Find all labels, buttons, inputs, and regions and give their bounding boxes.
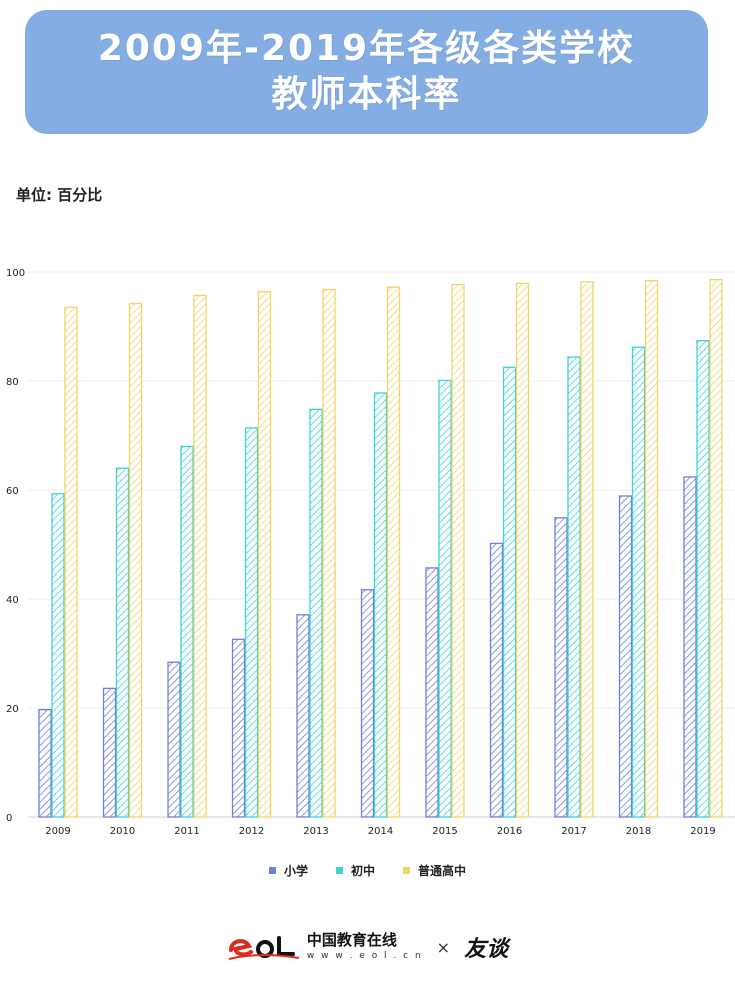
collab-times-sign: × <box>436 937 451 957</box>
bar-senior-2009 <box>64 306 78 818</box>
bar-junior-2010 <box>115 467 130 818</box>
legend-label-primary: 小学 <box>283 864 308 878</box>
y-axis-ticks: 0 20 40 60 80 100 <box>6 268 25 824</box>
bar-primary-2018 <box>618 495 633 818</box>
x-tick-label: 2019 <box>690 826 715 837</box>
bar-junior-2011 <box>180 445 194 818</box>
bar-primary-2017 <box>554 517 568 818</box>
x-tick-label: 2016 <box>497 826 522 837</box>
chart-title-line-1: 2009年-2019年各级各类学校 <box>97 28 636 69</box>
chart-title-line-2: 教师本科率 <box>271 74 462 115</box>
bar-junior-2015 <box>438 379 452 818</box>
bar-junior-2013 <box>309 408 323 818</box>
bar-senior-2017 <box>580 281 594 818</box>
y-tick-label: 100 <box>6 268 25 279</box>
bar-primary-2009 <box>38 708 52 818</box>
y-tick-label: 0 <box>6 813 12 824</box>
title-banner: 2009年-2019年各级各类学校 教师本科率 <box>25 10 708 134</box>
bar-junior-2014 <box>373 392 388 818</box>
bar-junior-2018 <box>631 346 646 818</box>
x-tick-label: 2011 <box>174 826 199 837</box>
bar-junior-2009 <box>51 493 65 818</box>
x-tick-label: 2015 <box>432 826 457 837</box>
partner-logo: 友谈 <box>464 937 509 962</box>
bar-chart: 0 20 40 60 80 100 2009 2010 2011 2012 2013 2014 201… <box>6 268 735 837</box>
legend: 小学 初中 普通高中 <box>0 862 735 879</box>
y-tick-label: 20 <box>6 704 19 715</box>
eol-logo-url: w w w . e o l . c n <box>306 951 423 961</box>
x-tick-label: 2014 <box>368 826 393 837</box>
bar-junior-2019 <box>696 340 710 818</box>
bar-primary-2016 <box>489 542 504 818</box>
bar-junior-2016 <box>502 366 517 818</box>
y-tick-label: 40 <box>6 595 19 606</box>
bar-primary-2019 <box>683 476 697 818</box>
x-tick-label: 2012 <box>239 826 264 837</box>
x-tick-label: 2018 <box>626 826 651 837</box>
x-axis-ticks: 2009 2010 2011 2012 2013 2014 2015 2016 2017 2018… <box>45 826 715 837</box>
legend-item-senior: 普通高中 <box>403 862 466 879</box>
legend-item-junior: 初中 <box>335 862 375 879</box>
bar-senior-2016 <box>515 282 530 818</box>
bar-senior-2018 <box>644 280 659 818</box>
unit-label: 单位: 百分比 <box>16 186 103 204</box>
bar-junior-2017 <box>567 356 581 818</box>
legend-label-senior: 普通高中 <box>418 864 467 878</box>
bar-senior-2012 <box>257 290 272 818</box>
bar-senior-2013 <box>322 288 336 818</box>
legend-swatch-junior <box>335 867 343 874</box>
x-tick-label: 2013 <box>303 826 328 837</box>
footer: 中国教育在线 w w w . e o l . c n × 友谈 <box>0 925 735 969</box>
bar-primary-2013 <box>296 614 310 818</box>
bar-senior-2015 <box>451 283 465 818</box>
bar-primary-2014 <box>360 589 375 818</box>
legend-swatch-primary <box>268 867 276 874</box>
y-tick-label: 80 <box>6 377 19 388</box>
legend-item-primary: 小学 <box>268 862 308 879</box>
bar-senior-2019 <box>709 278 723 818</box>
bars <box>38 278 723 818</box>
legend-swatch-senior <box>403 867 410 874</box>
eol-logo-name: 中国教育在线 <box>306 931 397 949</box>
x-tick-label: 2009 <box>45 826 70 837</box>
bar-senior-2014 <box>386 286 401 818</box>
bar-senior-2010 <box>128 302 143 818</box>
y-tick-label: 60 <box>6 486 19 497</box>
bar-primary-2010 <box>102 687 117 818</box>
x-tick-label: 2010 <box>110 826 135 837</box>
bar-senior-2011 <box>193 294 207 818</box>
legend-label-junior: 初中 <box>350 864 375 878</box>
eol-logo: 中国教育在线 w w w . e o l . c n <box>227 932 423 962</box>
bar-junior-2012 <box>244 427 259 818</box>
x-tick-label: 2017 <box>561 826 586 837</box>
bar-primary-2012 <box>231 638 246 818</box>
bar-primary-2011 <box>167 661 181 818</box>
eol-logo-icon <box>227 932 301 962</box>
bar-primary-2015 <box>425 567 439 818</box>
